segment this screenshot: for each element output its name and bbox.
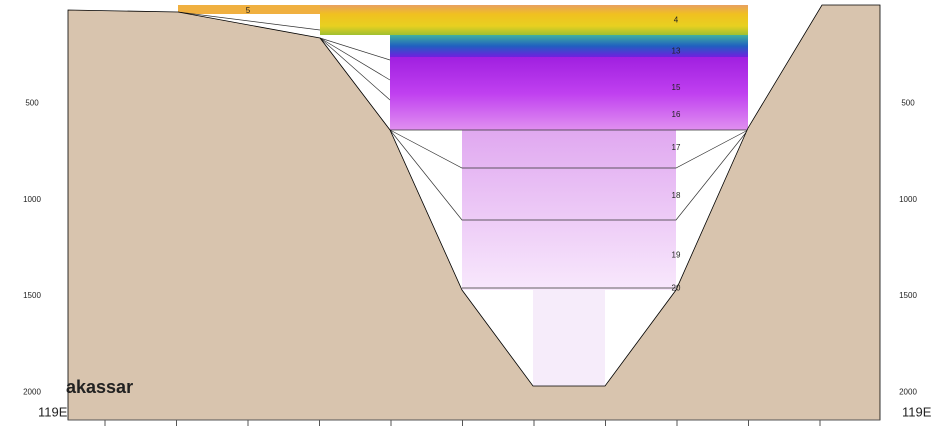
longitude-label: 119E [38,404,68,419]
layer-label: 5 [246,6,251,15]
section-title: akassar [66,377,133,397]
contour [319,37,391,101]
depth-tick-label: 1500 [23,291,41,300]
layer-label: 20 [672,283,681,292]
depth-tick-label: 1500 [899,291,917,300]
bathymetry [67,4,881,421]
contour [389,129,749,169]
thermocline-layer [390,35,748,57]
depth-tick-label: 500 [25,98,39,107]
layer-label: 4 [674,16,679,25]
depth-tick-label: 1000 [899,195,917,204]
contour [389,129,749,221]
deep-layer [462,130,676,290]
depth-tick-label: 2000 [899,388,917,397]
surface-layer [320,5,748,35]
longitude-label: 119E [902,404,932,419]
layer-label: 18 [672,191,681,200]
contour [177,11,321,31]
depth-tick-label: 500 [901,98,915,107]
layer-label: 17 [672,143,681,152]
depth-tick-label: 2000 [23,388,41,397]
bottom-layer [533,290,605,386]
layer-label: 19 [672,251,681,260]
layer-label: 13 [672,46,681,55]
depth-tick-label: 1000 [23,195,41,204]
intermediate-layer [390,57,748,130]
shelf-layer [178,5,320,14]
layer-label: 15 [672,83,681,92]
layer-label: 16 [672,110,681,119]
